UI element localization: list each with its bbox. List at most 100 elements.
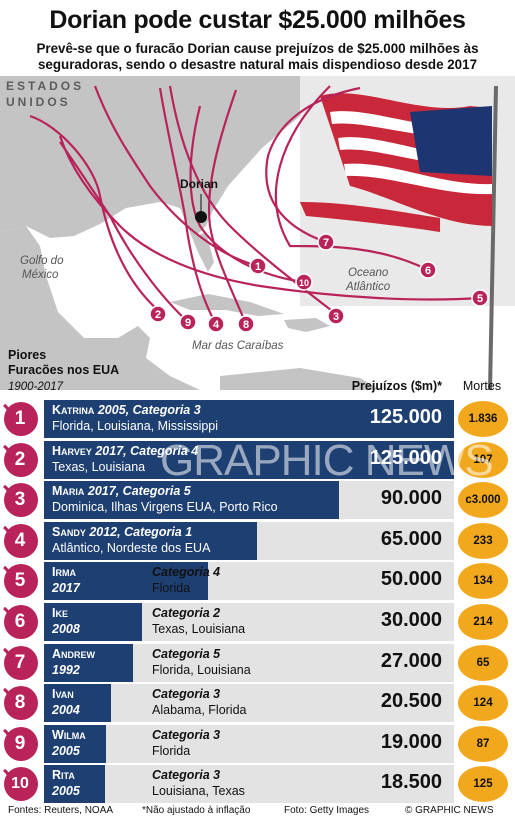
hurricane-year: 2017 (52, 581, 80, 595)
track-7 (265, 86, 361, 244)
loss-value-label: 18.500 (380, 771, 442, 793)
rank-number: 6 (14, 611, 26, 632)
us-flag-photo (300, 85, 498, 390)
rank-number: 4 (14, 530, 26, 551)
hurricane-year: 2012 (89, 525, 118, 539)
hurricane-states: Louisiana, Texas (152, 784, 245, 798)
rank-badge: 4 (2, 523, 38, 559)
svg-text:1: 1 (255, 261, 261, 273)
track-marker-6: 6 (419, 261, 437, 279)
loss-bar (44, 603, 143, 641)
hurricane-name: Katrina 2005, Categoria 3 (52, 403, 201, 417)
track-marker-3: 3 (327, 307, 345, 325)
track-5 (58, 135, 481, 301)
deaths-badge: 125 (458, 766, 508, 802)
hurricane-name: Andrew (52, 647, 95, 661)
loss-value-label: 90.000 (380, 487, 442, 509)
loss-bar (44, 522, 258, 560)
deaths-badge: 233 (458, 523, 508, 559)
hurricane-category: Categoria 3 (152, 728, 221, 742)
hispaniola-island (284, 318, 330, 332)
svg-text:6: 6 (425, 265, 431, 277)
loss-bar (44, 765, 105, 803)
hurricane-row: 6 Ike 2008 Categoria 2 Texas, Louisiana 30.00… (0, 603, 515, 641)
deaths-badge: 134 (458, 563, 508, 599)
hurricane-year-category: 2017, Categoria 4 (95, 444, 199, 458)
us-landmass (0, 76, 300, 238)
svg-text:7: 7 (323, 237, 329, 249)
rank-number: 9 (14, 733, 26, 754)
rank-badge: 8 (2, 685, 38, 721)
hurricane-states: Atlântico, Nordeste dos EUA (52, 541, 211, 555)
loss-value-label: 20.500 (380, 690, 442, 712)
hurricane-row: 5 Irma 2017 Categoria 4 Florida 50.000 134 (0, 562, 515, 600)
hurricane-year: 2017 (87, 484, 116, 498)
hurricane-year-category: 2017, Categoria 5 (87, 484, 191, 498)
loss-bar (44, 562, 208, 600)
loss-value-label: 125.000 (369, 406, 442, 428)
rank-number: 7 (14, 652, 26, 673)
florida-peninsula (180, 208, 214, 272)
bar-track (44, 725, 454, 763)
hurricane-states: Texas, Louisiana (152, 622, 246, 636)
track-8 (207, 89, 248, 325)
chart-subtitle: Prevê-se que o furacão Dorian cause prej… (36, 41, 479, 72)
hurricane-name-text: Maria (52, 484, 85, 498)
hurricane-category: Categoria 3 (152, 768, 221, 782)
deaths-badge: 65 (458, 645, 508, 681)
footer-sources: Fontes: Reuters, NOAA (8, 805, 114, 816)
hurricane-name: Harvey 2017, Categoria 4 (52, 444, 198, 458)
loss-value-label: 19.000 (380, 731, 442, 753)
hurricane-name: Ivan (52, 687, 74, 701)
rank-number: 3 (14, 489, 26, 510)
loss-bar (44, 644, 133, 682)
rank-number: 2 (14, 449, 26, 470)
hurricane-states: Alabama, Florida (152, 703, 247, 717)
hurricane-row: 3 Maria 2017, Categoria 5 Dominica, Ilhas … (0, 481, 515, 519)
hurricane-category: Categoria 1 (124, 525, 193, 539)
hurricane-category: Categoria 3 (132, 403, 201, 417)
deaths-badge: 214 (458, 604, 508, 640)
hurricane-name: Sandy 2012, Categoria 1 (52, 525, 192, 539)
loss-value-label: 50.000 (380, 568, 442, 590)
gulf-label: Golfo do México (20, 255, 67, 281)
hurricane-row: 9 Wilma 2005 Categoria 3 Florida 19.000 87 (0, 725, 515, 763)
hurricane-name-text: Katrina (52, 403, 95, 417)
loss-bar (44, 441, 454, 479)
hurricane-states: Florida, Louisiana, Mississippi (52, 419, 219, 433)
losses-header: Prejuízos ($m)* (351, 379, 442, 393)
rank-badge: 7 (2, 645, 38, 681)
track-marker-10: 10 (295, 273, 313, 291)
loss-bar (44, 684, 112, 722)
rank-badge: 6 (2, 604, 38, 640)
rank-badge: 10 (2, 766, 38, 802)
deaths-badge: 124 (458, 685, 508, 721)
section-title-line2: Furacões nos EUA (8, 363, 120, 377)
track-9 (59, 141, 189, 323)
region-label-us: ESTADOS UNIDOS (6, 79, 90, 109)
svg-text:2: 2 (155, 309, 161, 321)
mexico-landmass (0, 226, 200, 390)
hurricane-category: Categoria 2 (152, 606, 221, 620)
hurricane-year: 2004 (52, 703, 80, 717)
svg-text:5: 5 (477, 293, 483, 305)
rank-badge: 3 (2, 482, 38, 518)
hurricane-states: Texas, Louisiana (52, 460, 146, 474)
dorian-label: Dorian (180, 177, 218, 191)
track-marker-9: 9 (179, 313, 197, 331)
footer-copyright: © GRAPHIC NEWS (405, 805, 494, 816)
hurricane-name: Maria 2017, Categoria 5 (52, 484, 191, 498)
caribbean-label: Mar das Caraíbas (192, 340, 284, 352)
hurricane-name-text: Wilma (52, 728, 86, 742)
deaths-header: Mortes (462, 379, 502, 393)
hurricane-name-text: Harvey (52, 444, 92, 458)
loss-bar (44, 481, 340, 519)
loss-value-label: 30.000 (380, 609, 442, 631)
hurricane-states: Dominica, Ilhas Virgens EUA, Porto Rico (52, 500, 278, 514)
footer-note: *Não ajustado à inflação (142, 805, 251, 816)
svg-text:8: 8 (243, 319, 249, 331)
svg-text:10: 10 (299, 278, 309, 288)
hurricane-row: 7 Andrew 1992 Categoria 5 Florida, Louisiana… (0, 644, 515, 682)
section-title: Piores Furacões nos EUA (8, 348, 119, 378)
hurricane-track-map: 1 2 3 4 5 6 7 8 9 10 Dorian ESTADOS UNID… (0, 76, 515, 390)
